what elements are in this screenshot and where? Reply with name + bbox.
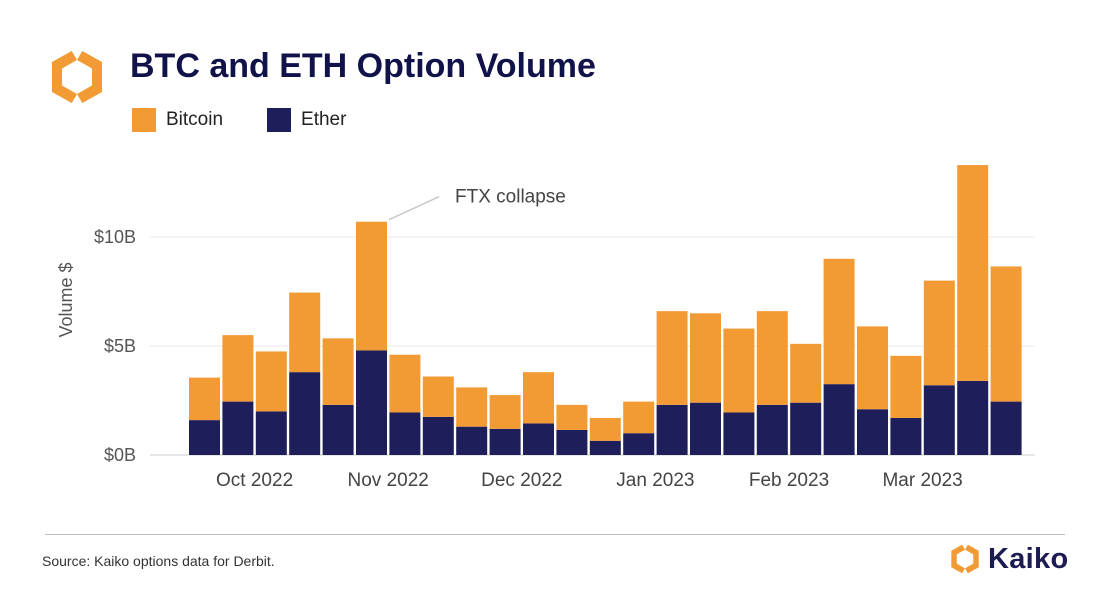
bar-bitcoin [623, 401, 655, 434]
bar-ether [489, 428, 521, 455]
bar-ether [623, 433, 655, 455]
bar-bitcoin [589, 417, 621, 441]
y-tick-label: $0B [104, 445, 136, 465]
bar-ether [990, 401, 1022, 455]
x-tick-label: Feb 2023 [749, 470, 829, 491]
bar-ether [222, 401, 254, 455]
x-tick-label: Oct 2022 [216, 470, 293, 491]
brand-logo: Kaiko [948, 542, 1068, 576]
bar-bitcoin [556, 404, 588, 430]
bar-ether [756, 404, 788, 455]
bar-ether [456, 426, 488, 455]
legend-swatch-ether [267, 108, 292, 132]
kaiko-brand-icon [951, 543, 979, 575]
bar-bitcoin [957, 165, 989, 381]
bar-bitcoin [723, 328, 755, 413]
kaiko-logo-icon [52, 48, 102, 106]
y-tick-label: $5B [104, 336, 136, 356]
bar-ether [589, 440, 621, 455]
bar-ether [957, 380, 989, 455]
legend-item-ether: Ether [267, 108, 346, 132]
x-tick-label: Nov 2022 [348, 470, 429, 491]
annotation-label: FTX collapse [455, 187, 566, 208]
x-tick-label: Mar 2023 [882, 470, 962, 491]
bar-ether [923, 385, 955, 455]
bar-ether [422, 416, 454, 455]
bar-bitcoin [456, 387, 488, 427]
x-tick-label: Jan 2023 [616, 470, 694, 491]
bar-bitcoin [923, 280, 955, 386]
bar-bitcoin [990, 266, 1022, 402]
bar-bitcoin [523, 372, 554, 424]
bar-ether [189, 420, 220, 455]
bar-ether [322, 404, 354, 455]
bar-ether [255, 411, 287, 455]
bar-bitcoin [890, 355, 922, 418]
annotation-leader [388, 196, 440, 221]
legend-label-bitcoin: Bitcoin [166, 109, 224, 130]
bar-ether [857, 409, 888, 455]
bar-bitcoin [222, 335, 254, 402]
bar-ether [356, 350, 387, 455]
bar-bitcoin [823, 258, 855, 385]
bar-bitcoin [189, 377, 220, 421]
bar-ether [523, 423, 554, 455]
legend-item-bitcoin: Bitcoin [132, 108, 223, 132]
x-tick-label: Dec 2022 [481, 470, 562, 491]
bar-bitcoin [322, 338, 354, 405]
y-tick-label: $10B [94, 227, 136, 247]
bar-ether [289, 372, 321, 455]
bar-ether [690, 402, 721, 455]
bar-bitcoin [656, 311, 688, 405]
bar-bitcoin [790, 343, 822, 403]
bar-ether [723, 412, 755, 455]
bar-bitcoin [356, 221, 387, 351]
bar-ether [389, 412, 421, 455]
bar-ether [790, 402, 822, 455]
bar-bitcoin [690, 313, 721, 403]
bar-bitcoin [389, 354, 421, 413]
bar-ether [556, 429, 588, 455]
footer-divider [45, 534, 1065, 535]
source-note: Source: Kaiko options data for Derbit. [42, 553, 275, 569]
bar-bitcoin [255, 351, 287, 412]
legend-label-ether: Ether [301, 109, 347, 130]
legend-swatch-bitcoin [132, 108, 156, 132]
brand-name: Kaiko [988, 542, 1069, 575]
bar-bitcoin [489, 395, 521, 429]
bar-bitcoin [756, 311, 788, 405]
bar-ether [656, 404, 688, 455]
y-axis-label: Volume $ [56, 262, 76, 337]
bar-ether [823, 384, 855, 455]
bar-bitcoin [857, 326, 888, 410]
chart-legend: Bitcoin Ether [132, 108, 390, 132]
bar-bitcoin [289, 292, 321, 373]
bar-bitcoin [422, 376, 454, 417]
page-title: BTC and ETH Option Volume [130, 47, 596, 85]
bar-ether [890, 417, 922, 455]
